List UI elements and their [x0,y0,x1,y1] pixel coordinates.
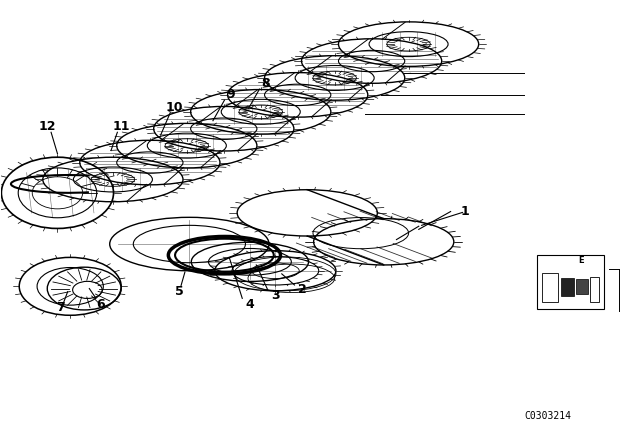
Text: 7: 7 [56,301,65,314]
Bar [541,273,557,302]
Text: 12: 12 [38,120,56,133]
Bar [537,255,604,309]
Text: 6: 6 [96,297,104,310]
Bar [561,278,573,296]
Text: 1: 1 [461,205,470,218]
Text: 11: 11 [113,120,130,133]
Bar [576,279,588,294]
Text: 8: 8 [262,77,270,90]
Text: C0303214: C0303214 [525,411,572,421]
Text: 4: 4 [246,297,254,310]
Text: E: E [579,256,584,265]
Bar [589,277,599,302]
Text: 2: 2 [298,284,307,297]
Text: 10: 10 [166,101,184,114]
Text: 5: 5 [175,285,184,298]
Text: 3: 3 [271,289,280,302]
Text: 9: 9 [227,88,235,101]
